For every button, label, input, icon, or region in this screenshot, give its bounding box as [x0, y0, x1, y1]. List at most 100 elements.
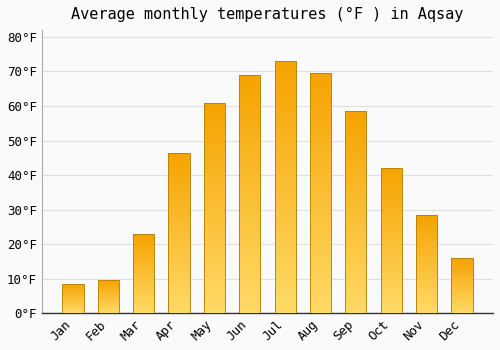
- Bar: [380, 177, 402, 178]
- Bar: [345, 248, 366, 251]
- Bar: [416, 226, 437, 228]
- Bar: [416, 270, 437, 271]
- Bar: [274, 263, 295, 265]
- Bar: [345, 180, 366, 182]
- Bar: [239, 130, 260, 132]
- Bar: [133, 261, 154, 262]
- Bar: [168, 164, 190, 166]
- Bar: [204, 121, 225, 124]
- Bar: [168, 156, 190, 158]
- Bar: [310, 157, 331, 160]
- Bar: [380, 252, 402, 254]
- Bar: [274, 66, 295, 69]
- Bar: [204, 151, 225, 153]
- Bar: [274, 134, 295, 137]
- Bar: [204, 258, 225, 260]
- Bar: [416, 228, 437, 229]
- Bar: [239, 149, 260, 151]
- Bar: [380, 312, 402, 313]
- Bar: [204, 212, 225, 214]
- Bar: [133, 301, 154, 302]
- Bar: [168, 255, 190, 257]
- Bar: [239, 246, 260, 249]
- Bar: [416, 253, 437, 254]
- Bar: [168, 166, 190, 167]
- Bar: [133, 268, 154, 269]
- Bar: [345, 291, 366, 293]
- Bar: [345, 269, 366, 271]
- Bar: [452, 303, 472, 304]
- Bar: [239, 258, 260, 261]
- Bar: [168, 228, 190, 230]
- Bar: [345, 146, 366, 147]
- Bar: [380, 203, 402, 204]
- Bar: [345, 194, 366, 196]
- Bar: [204, 111, 225, 113]
- Bar: [274, 84, 295, 86]
- Bar: [380, 187, 402, 188]
- Bar: [274, 270, 295, 273]
- Bar: [274, 306, 295, 308]
- Bar: [168, 271, 190, 273]
- Bar: [345, 111, 366, 113]
- Bar: [133, 241, 154, 243]
- Bar: [239, 275, 260, 277]
- Bar: [204, 145, 225, 147]
- Bar: [380, 290, 402, 291]
- Bar: [168, 292, 190, 294]
- Bar: [345, 147, 366, 149]
- Bar: [133, 306, 154, 307]
- Bar: [310, 210, 331, 212]
- Bar: [416, 238, 437, 239]
- Bar: [168, 180, 190, 182]
- Bar: [204, 181, 225, 183]
- Bar: [310, 119, 331, 121]
- Bar: [380, 220, 402, 222]
- Bar: [380, 238, 402, 239]
- Bar: [204, 267, 225, 269]
- Bar: [452, 263, 472, 264]
- Bar: [168, 234, 190, 236]
- Bar: [380, 178, 402, 180]
- Bar: [310, 121, 331, 124]
- Bar: [380, 225, 402, 226]
- Bar: [274, 139, 295, 142]
- Bar: [133, 246, 154, 247]
- Bar: [239, 156, 260, 158]
- Bar: [345, 228, 366, 230]
- Bar: [204, 284, 225, 286]
- Bar: [239, 234, 260, 237]
- Bar: [380, 286, 402, 287]
- Bar: [168, 289, 190, 290]
- Bar: [204, 290, 225, 292]
- Bar: [133, 286, 154, 287]
- Bar: [204, 163, 225, 166]
- Bar: [452, 294, 472, 295]
- Bar: [133, 299, 154, 300]
- Bar: [239, 144, 260, 146]
- Bar: [239, 194, 260, 196]
- Bar: [345, 303, 366, 305]
- Bar: [204, 296, 225, 298]
- Bar: [274, 91, 295, 94]
- Bar: [274, 255, 295, 258]
- Bar: [310, 140, 331, 143]
- Bar: [452, 281, 472, 282]
- Bar: [239, 268, 260, 270]
- Bar: [416, 278, 437, 279]
- Bar: [310, 232, 331, 234]
- Bar: [380, 288, 402, 290]
- Bar: [274, 112, 295, 114]
- Bar: [133, 312, 154, 313]
- Bar: [416, 271, 437, 272]
- Bar: [133, 302, 154, 303]
- Bar: [380, 170, 402, 171]
- Bar: [345, 243, 366, 244]
- Bar: [380, 254, 402, 255]
- Bar: [310, 112, 331, 114]
- Bar: [380, 255, 402, 257]
- Bar: [310, 131, 331, 133]
- Bar: [416, 242, 437, 243]
- Bar: [168, 223, 190, 225]
- Bar: [239, 289, 260, 292]
